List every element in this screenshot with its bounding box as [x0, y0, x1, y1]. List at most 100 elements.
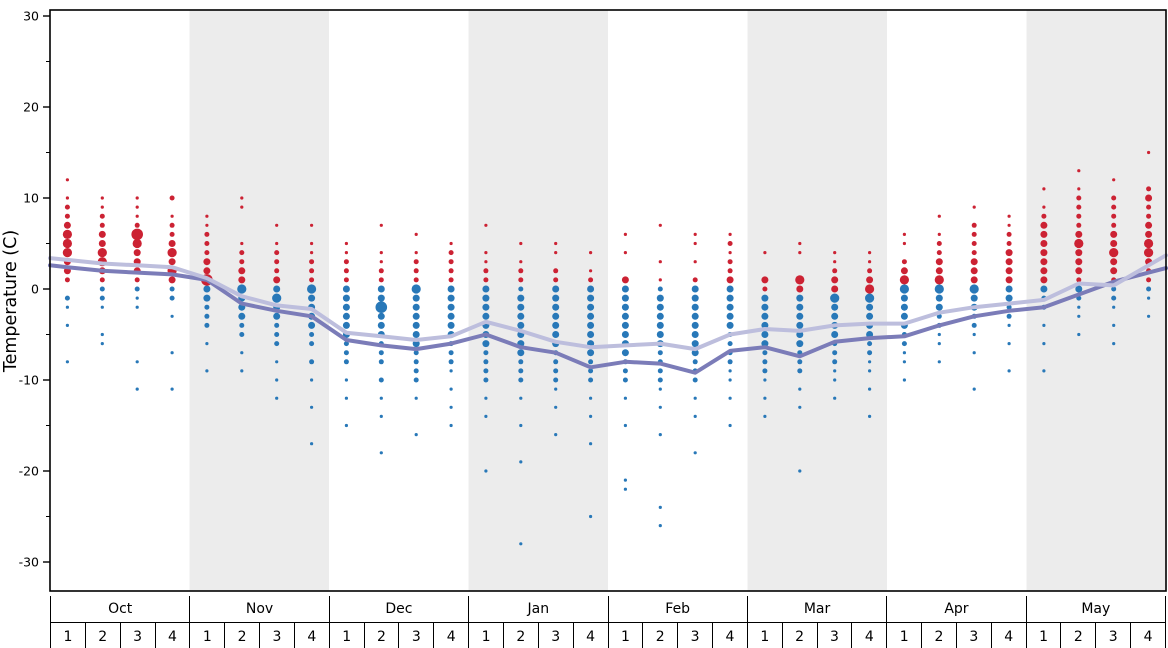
cold-temp-dot	[275, 360, 279, 364]
warm-temp-dot	[589, 251, 593, 255]
warm-temp-dot	[62, 238, 72, 249]
cold-temp-dot	[414, 396, 418, 400]
cold-temp-dot	[342, 312, 350, 320]
cold-temp-dot	[832, 350, 838, 356]
warm-temp-dot	[168, 258, 176, 266]
warm-temp-dot	[203, 267, 211, 275]
cold-temp-dot	[307, 284, 317, 294]
cold-temp-dot	[763, 378, 767, 382]
cold-temp-dot	[797, 368, 803, 374]
cold-temp-dot	[935, 303, 943, 311]
cold-temp-dot	[518, 368, 524, 374]
y-tick-label: 30	[23, 9, 39, 24]
week-label: 3	[1096, 623, 1132, 648]
warm-temp-dot	[167, 248, 177, 258]
warm-temp-dot	[344, 251, 348, 255]
cold-temp-dot	[343, 341, 349, 347]
cold-temp-dot	[937, 360, 941, 364]
cold-temp-dot	[554, 433, 558, 437]
cold-temp-dot	[587, 312, 595, 320]
cold-temp-dot	[65, 360, 69, 364]
warm-temp-dot	[868, 260, 872, 264]
warm-temp-dot	[518, 277, 524, 283]
warm-temp-dot	[589, 269, 593, 273]
warm-temp-dot	[63, 221, 71, 229]
week-label: 1	[330, 623, 365, 648]
warm-temp-dot	[135, 205, 139, 209]
warm-temp-dot	[1075, 258, 1083, 266]
cold-temp-dot	[763, 414, 767, 418]
month-label-oct: Oct	[51, 596, 191, 622]
cold-temp-dot	[830, 293, 840, 303]
week-label: 2	[643, 623, 679, 648]
warm-temp-dot	[1007, 214, 1011, 218]
cold-temp-dot	[1111, 286, 1117, 292]
cold-temp-dot	[449, 387, 453, 391]
cold-temp-dot	[482, 303, 490, 311]
cold-temp-dot	[691, 285, 699, 293]
plot-frame	[49, 9, 1167, 592]
warm-temp-dot	[1111, 213, 1117, 219]
warm-temp-dot	[658, 260, 662, 264]
cold-temp-dot	[728, 369, 732, 373]
week-label: 1	[609, 623, 644, 648]
warm-temp-dot	[98, 230, 106, 238]
cold-temp-dot	[65, 323, 69, 327]
cold-temp-dot	[658, 433, 662, 437]
warm-temp-dot	[1040, 258, 1048, 266]
warm-temp-dot	[1077, 187, 1081, 191]
warm-temp-dot	[1147, 150, 1151, 155]
warm-temp-dot	[1005, 249, 1013, 257]
cold-temp-dot	[867, 350, 873, 356]
cold-temp-dot	[517, 294, 525, 302]
warm-temp-dot	[448, 268, 454, 274]
cold-temp-dot	[868, 414, 872, 418]
warm-temp-dot	[1042, 187, 1046, 191]
cold-temp-dot	[621, 312, 629, 320]
warm-temp-dot	[1146, 204, 1152, 210]
cold-temp-dot	[342, 321, 350, 329]
cold-temp-dot	[518, 359, 524, 365]
cold-temp-dot	[484, 396, 488, 400]
y-tick-label: 10	[23, 191, 39, 206]
cold-temp-dot	[867, 341, 873, 347]
cold-temp-dot	[588, 368, 594, 374]
cold-temp-dot	[589, 442, 593, 446]
warm-temp-dot	[623, 251, 628, 255]
cold-temp-dot	[204, 322, 210, 328]
cold-temp-dot	[798, 387, 802, 391]
warm-temp-dot	[204, 241, 210, 246]
cold-temp-dot	[99, 295, 105, 301]
warm-temp-dot	[518, 268, 524, 274]
cold-temp-dot	[691, 349, 699, 357]
cold-temp-dot	[1077, 314, 1081, 318]
warm-temp-dot	[100, 196, 104, 200]
cold-temp-dot	[553, 368, 559, 374]
warm-temp-dot	[379, 251, 383, 255]
cold-temp-dot	[170, 314, 174, 318]
week-label: 4	[852, 623, 888, 648]
cold-temp-dot	[1006, 304, 1012, 310]
warm-temp-dot	[448, 277, 454, 283]
warm-temp-dot	[902, 232, 907, 236]
cold-temp-dot	[656, 312, 664, 320]
cold-temp-dot	[482, 340, 490, 348]
cold-temp-dot	[587, 331, 595, 338]
cold-temp-dot	[900, 312, 908, 320]
cold-temp-dot	[412, 312, 420, 320]
cold-temp-dot	[693, 396, 697, 400]
cold-temp-dot	[135, 360, 139, 364]
warm-temp-dot	[1112, 178, 1116, 182]
cold-temp-dot	[762, 368, 768, 374]
warm-temp-dot	[134, 222, 140, 228]
warm-temp-dot	[484, 223, 488, 227]
cold-temp-dot	[761, 303, 769, 311]
cold-temp-dot	[657, 286, 663, 292]
cold-temp-dot	[658, 387, 662, 391]
warm-temp-dot	[1111, 195, 1117, 201]
cold-temp-dot	[621, 294, 629, 302]
warm-temp-dot	[936, 250, 942, 256]
cold-temp-dot	[1146, 286, 1152, 292]
warm-temp-dot	[168, 240, 176, 247]
warm-temp-dot	[205, 223, 209, 227]
